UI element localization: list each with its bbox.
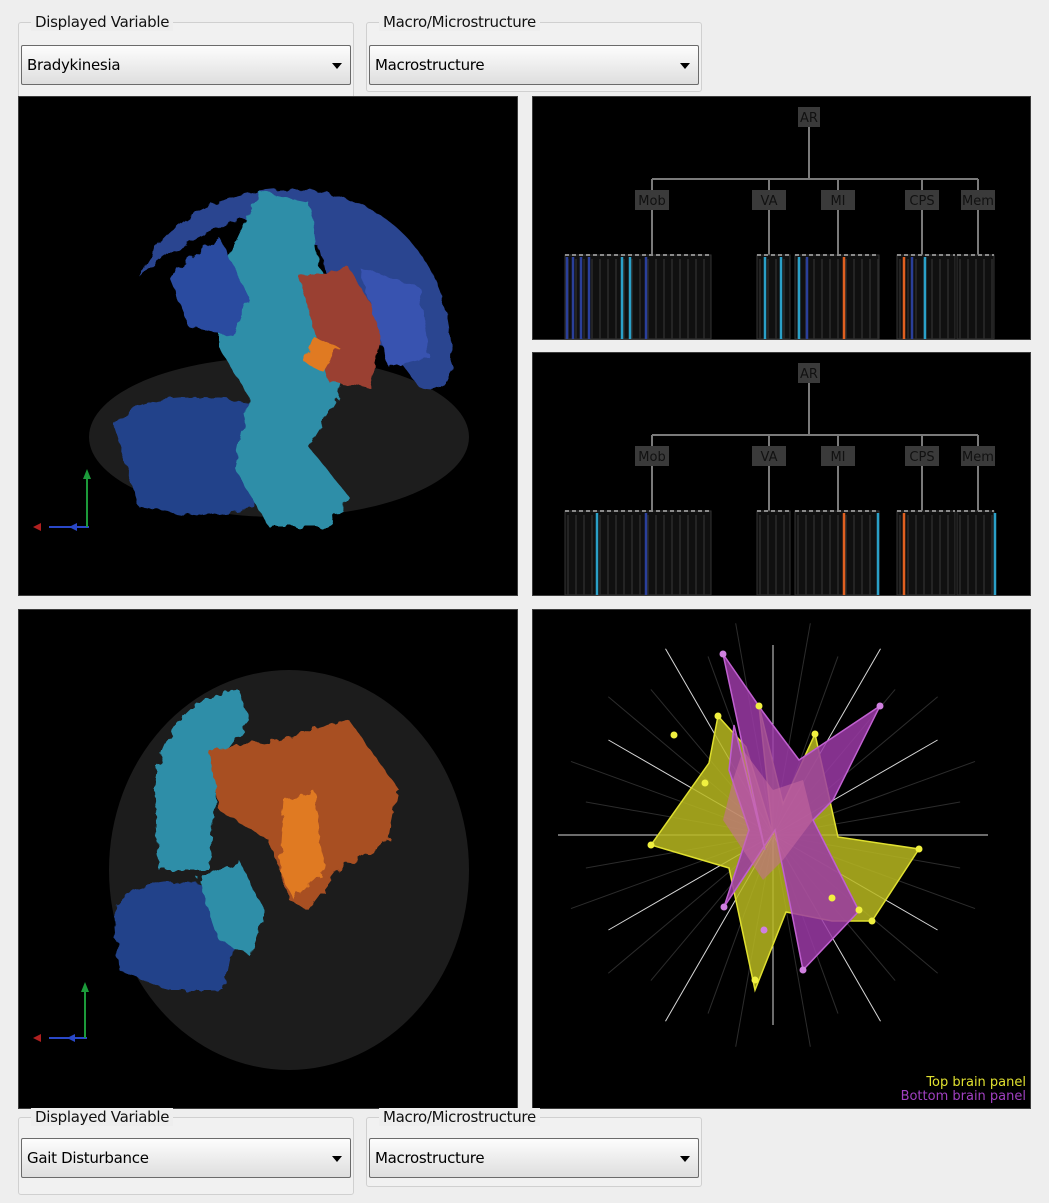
top-tree-view[interactable]: AR Mob VA MI CPS Mem (532, 96, 1031, 340)
displayed-variable-label-top: Displayed Variable (31, 13, 174, 31)
tree-node-cps: CPS (905, 190, 939, 210)
chevron-down-icon (332, 1156, 342, 1162)
displayed-variable-dropdown-top[interactable]: Bradykinesia (21, 45, 351, 85)
displayed-variable-label-bottom: Displayed Variable (31, 1108, 174, 1126)
svg-text:Mem: Mem (962, 194, 994, 209)
bottom-tree-view[interactable]: AR Mob VA MI CPS Mem (532, 352, 1031, 596)
svg-text:CPS: CPS (909, 194, 934, 209)
bottom-brain-view[interactable] (18, 609, 518, 1109)
tree-node-mi: MI (821, 190, 855, 210)
tree-node-va: VA (752, 446, 786, 466)
macro-micro-value-top: Macrostructure (375, 56, 485, 74)
tree-node-va: VA (752, 190, 786, 210)
radar-points-bottom (719, 650, 884, 974)
svg-text:AR: AR (800, 367, 818, 382)
tree-node-root: AR (798, 107, 820, 127)
svg-text:VA: VA (761, 450, 778, 465)
svg-text:MI: MI (830, 194, 845, 209)
tree-node-mob: Mob (635, 190, 669, 210)
axes-icon (33, 469, 91, 531)
macro-micro-value-bottom: Macrostructure (375, 1149, 485, 1167)
svg-text:Mem: Mem (962, 450, 994, 465)
radar-legend: Top brain panel Bottom brain panel (901, 1076, 1026, 1104)
tree-node-cps: CPS (905, 446, 939, 466)
radar-inner-highlight (723, 750, 813, 880)
displayed-variable-dropdown-bottom[interactable]: Gait Disturbance (21, 1138, 351, 1178)
macro-micro-group-top: Macro/Microstructure Macrostructure (366, 13, 702, 92)
legend-bottom-label: Bottom brain panel (900, 1089, 1026, 1104)
displayed-variable-value-bottom: Gait Disturbance (27, 1149, 149, 1167)
radar-chart-view[interactable]: Top brain panel Bottom brain panel (532, 609, 1031, 1109)
svg-text:Mob: Mob (638, 194, 665, 209)
macro-micro-group-bottom: Macro/Microstructure Macrostructure (366, 1108, 702, 1187)
tree-node-root: AR (798, 363, 820, 383)
macro-micro-dropdown-top[interactable]: Macrostructure (369, 45, 699, 85)
tree-node-mem: Mem (961, 190, 995, 210)
displayed-variable-group-bottom: Displayed Variable Gait Disturbance (18, 1108, 354, 1195)
chevron-down-icon (680, 1156, 690, 1162)
displayed-variable-value-top: Bradykinesia (27, 56, 121, 74)
tree-node-mi: MI (821, 446, 855, 466)
svg-text:VA: VA (761, 194, 778, 209)
tree-node-mob: Mob (635, 446, 669, 466)
axes-icon (33, 982, 89, 1042)
macro-micro-dropdown-bottom[interactable]: Macrostructure (369, 1138, 699, 1178)
svg-text:CPS: CPS (909, 450, 934, 465)
svg-text:MI: MI (830, 450, 845, 465)
macro-micro-label-top: Macro/Microstructure (379, 13, 540, 31)
macro-micro-label-bottom: Macro/Microstructure (379, 1108, 540, 1126)
svg-text:AR: AR (800, 111, 818, 126)
chevron-down-icon (332, 63, 342, 69)
legend-top-label: Top brain panel (926, 1075, 1026, 1090)
svg-text:Mob: Mob (638, 450, 665, 465)
displayed-variable-group-top: Displayed Variable Bradykinesia (18, 13, 354, 99)
chevron-down-icon (680, 63, 690, 69)
radar-points-top (647, 702, 923, 984)
tree-node-mem: Mem (961, 446, 995, 466)
top-brain-view[interactable] (18, 96, 518, 596)
